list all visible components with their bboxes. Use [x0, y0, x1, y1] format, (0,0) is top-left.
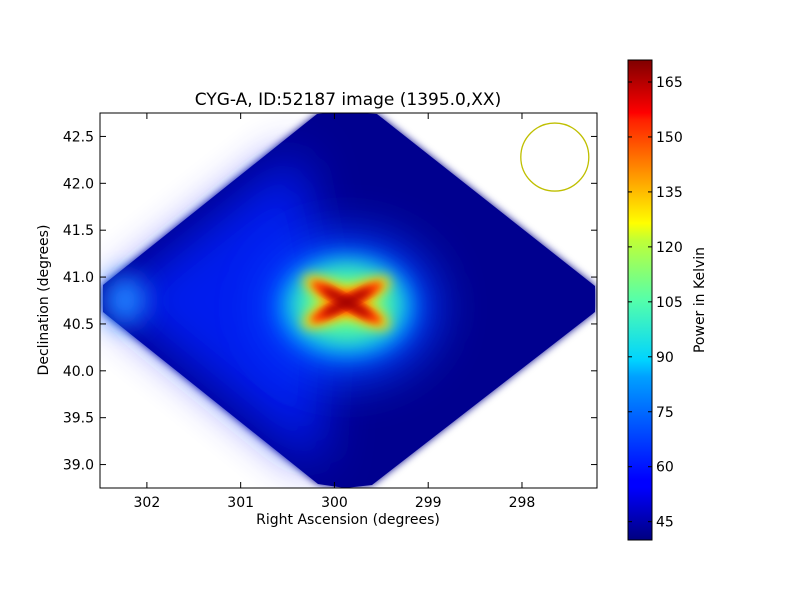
colorbar-tick-label: 45	[656, 515, 674, 531]
y-tick-label: 39.5	[63, 411, 94, 427]
x-tick-label: 301	[227, 495, 254, 511]
y-tick-label: 42.0	[63, 176, 94, 192]
y-tick-label: 41.0	[63, 270, 94, 286]
y-tick-label: 40.0	[63, 364, 94, 380]
colorbar-tick-label: 105	[656, 295, 683, 311]
chart-title: CYG-A, ID:52187 image (1395.0,XX)	[195, 90, 501, 110]
colorbar-label: Power in Kelvin	[692, 247, 708, 353]
colorbar-tick-label: 120	[656, 240, 683, 256]
y-tick-label: 40.5	[63, 317, 94, 333]
beam-circle	[520, 122, 590, 192]
x-tick-label: 300	[321, 495, 348, 511]
colorbar-tick-label: 135	[656, 185, 683, 201]
x-axis-label: Right Ascension (degrees)	[256, 512, 440, 528]
colorbar-ticks: 45 60 75 90 105 120 135 150 165	[628, 75, 683, 531]
x-tick-label: 302	[134, 495, 161, 511]
x-tick-label: 299	[415, 495, 442, 511]
colorbar-gradient	[627, 59, 653, 541]
colorbar: 45 60 75 90 105 120 135 150 165 Power in Kelvin	[627, 59, 708, 541]
source-peak	[322, 287, 371, 317]
emission-edge	[103, 275, 147, 325]
x-tick-label: 298	[509, 495, 536, 511]
y-tick-label: 42.5	[63, 129, 94, 145]
heatmap-image	[103, 113, 595, 488]
colorbar-tick-label: 60	[656, 460, 674, 476]
emission-diffuse	[110, 150, 330, 470]
colorbar-tick-label: 165	[656, 75, 683, 91]
y-axis-label: Declination (degrees)	[36, 225, 52, 376]
plot-frame	[99, 112, 598, 489]
y-axis: 39.0 39.5 40.0 40.5 41.0 41.5 42.0 42.5	[63, 129, 597, 474]
colorbar-tick-label: 75	[656, 405, 674, 421]
colorbar-tick-label: 90	[656, 350, 674, 366]
x-axis: 302 301 300 299 298	[134, 113, 536, 511]
colorbar-tick-label: 150	[656, 130, 683, 146]
y-tick-label: 41.5	[63, 223, 94, 239]
y-tick-label: 39.0	[63, 458, 94, 474]
